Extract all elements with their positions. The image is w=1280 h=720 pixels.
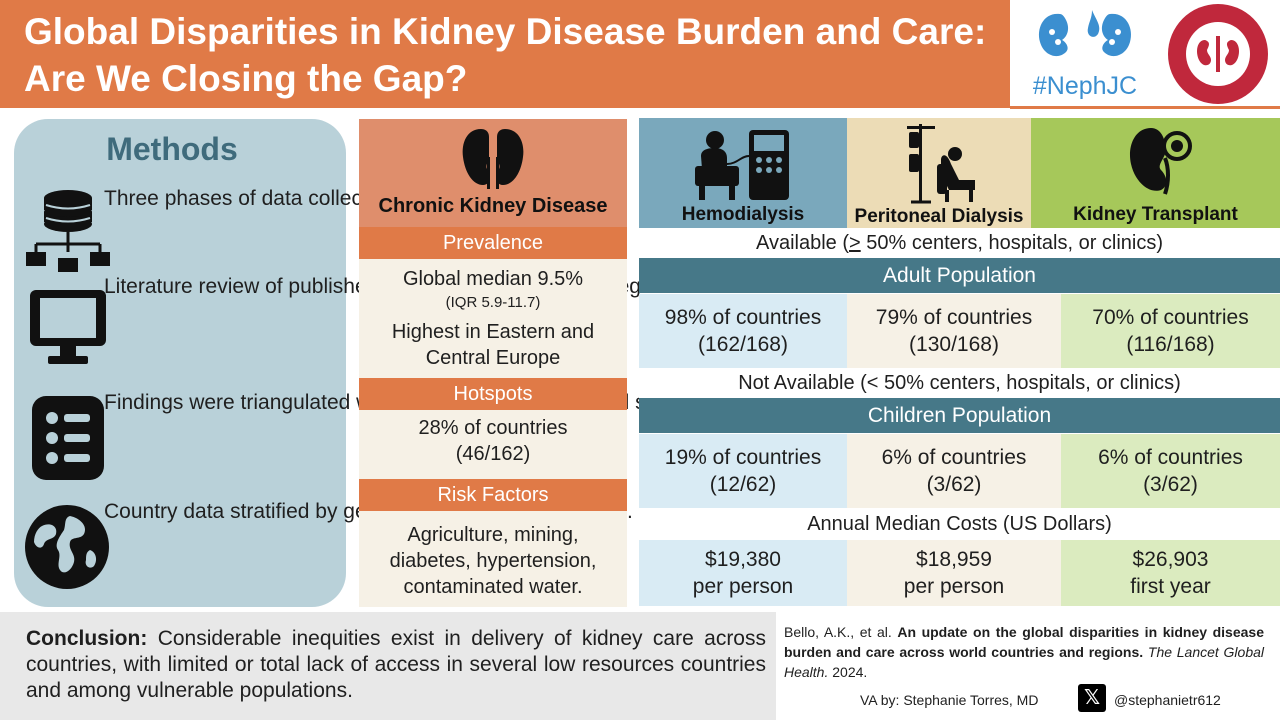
adult-cell-transplant: 70% of countries (116/168) — [1061, 294, 1280, 368]
children-cell-transplant: 6% of countries (3/62) — [1061, 434, 1280, 508]
adult-cell-peritoneal: 79% of countries (130/168) — [847, 294, 1061, 368]
risk-factors-label: Risk Factors — [359, 479, 627, 511]
adult-hd-line-1: 98% of countries — [664, 306, 822, 329]
page-title: Global Disparities in Kidney Disease Bur… — [24, 11, 987, 99]
costs-kt-line-1: $26,903 — [1132, 548, 1209, 571]
treatment-grid: Hemodialysis Peritoneal Dialysis — [639, 118, 1280, 606]
costs-pd-line-2: per person — [903, 575, 1005, 598]
costs-hd-line-2: per person — [692, 575, 794, 598]
x-logo-icon[interactable]: 𝕏 — [1078, 684, 1106, 712]
prevalence-label: Prevalence — [359, 227, 627, 259]
children-pd-line-2: (3/62) — [926, 473, 982, 496]
adult-kt-line-1: 70% of countries — [1092, 306, 1249, 329]
children-pd-line-1: 6% of countries — [881, 446, 1027, 469]
nephrology-education-collective-logo — [1165, 2, 1271, 106]
conclusion-text: Considerable inequities exist in deliver… — [26, 627, 766, 702]
adult-population-label: Adult Population — [639, 258, 1280, 293]
adult-pd-line-1: 79% of countries — [875, 306, 1033, 329]
prevalence-line-1: Global median 9.5% — [402, 268, 584, 290]
children-hd-line-2: (12/62) — [709, 473, 777, 496]
costs-label: Annual Median Costs (US Dollars) — [639, 508, 1280, 540]
header-divider — [1010, 106, 1280, 109]
costs-pd-line-1: $18,959 — [916, 548, 992, 571]
costs-cell-transplant: $26,903 first year — [1061, 540, 1280, 606]
globe-icon — [25, 505, 109, 589]
reference-journal: The Lancet Global Health. — [784, 644, 1265, 680]
hemodialysis-header: Hemodialysis — [639, 118, 847, 228]
hotspots-label: Hotspots — [359, 378, 627, 410]
conclusion-label: Conclusion: — [26, 627, 148, 650]
prevalence-iqr: (IQR 5.9-11.7) — [445, 294, 541, 311]
peritoneal-dialysis-chair-icon — [907, 124, 975, 204]
costs-cell-hemodialysis: $19,380 per person — [639, 540, 847, 606]
costs-kt-line-2: first year — [1130, 575, 1211, 598]
adult-hd-line-2: (162/168) — [698, 333, 788, 356]
ckd-column: Chronic Kidney Disease Prevalence Global… — [359, 119, 627, 607]
reference-title: An update on the global disparities in k… — [784, 624, 1264, 660]
kidney-transplant-header: Kidney Transplant — [1031, 118, 1280, 228]
conclusion: Conclusion: Considerable inequities exis… — [26, 626, 766, 704]
kidneys-icon — [462, 129, 524, 189]
children-cell-peritoneal: 6% of countries (3/62) — [847, 434, 1061, 508]
peritoneal-dialysis-header: Peritoneal Dialysis — [847, 118, 1031, 228]
available-label-pre: Available ( — [755, 232, 849, 254]
kidney-transplant-title: Kidney Transplant — [1073, 204, 1238, 225]
ckd-header: Chronic Kidney Disease — [359, 119, 627, 228]
hotspots-line-1: 28% of countries — [418, 417, 568, 439]
reference-authors: Bello, A.K., et al. — [784, 624, 898, 640]
kidney-transplant-icon — [1129, 128, 1192, 195]
reference-citation: Bello, A.K., et al. An update on the glo… — [784, 622, 1264, 682]
reference-year: 2024. — [828, 664, 868, 680]
available-label-post: 50% centers, hospitals, or clinics) — [860, 232, 1164, 254]
hemodialysis-machine-icon — [695, 130, 789, 200]
adult-cell-hemodialysis: 98% of countries (162/168) — [639, 294, 847, 368]
hemodialysis-title: Hemodialysis — [681, 204, 805, 225]
hotspots-line-2: (46/162) — [455, 443, 531, 465]
costs-hd-line-1: $19,380 — [705, 548, 781, 571]
prevalence-line-3: Highest in Eastern and — [391, 321, 595, 343]
database-network-icon — [26, 190, 110, 272]
risk-line-1: Agriculture, mining, — [407, 524, 579, 546]
children-kt-line-2: (3/62) — [1143, 473, 1198, 496]
prevalence-line-4: Central Europe — [425, 347, 561, 369]
methods-title: Methods — [106, 131, 238, 167]
available-row: Available (> 50% centers, hospitals, or … — [639, 228, 1280, 258]
va-credit: VA by: Stephanie Torres, MD — [860, 692, 1039, 708]
kidney-logo-icon — [1038, 10, 1132, 57]
checklist-icon — [32, 396, 104, 480]
costs-cell-peritoneal: $18,959 per person — [847, 540, 1061, 606]
peritoneal-dialysis-title: Peritoneal Dialysis — [854, 206, 1024, 227]
children-cell-hemodialysis: 19% of countries (12/62) — [639, 434, 847, 508]
risk-line-2: diabetes, hypertension, — [389, 550, 597, 572]
children-kt-line-1: 6% of countries — [1098, 446, 1243, 469]
nephjc-logo: #NephJC — [1022, 6, 1148, 104]
header-banner: Global Disparities in Kidney Disease Bur… — [0, 0, 1010, 108]
not-available-label: Not Available (< 50% centers, hospitals,… — [639, 368, 1280, 398]
nec-seal-icon — [1168, 4, 1268, 104]
risk-line-3: contaminated water. — [403, 576, 583, 598]
available-label-ge: > — [849, 232, 861, 254]
adult-pd-line-2: (130/168) — [909, 333, 999, 356]
reference-box — [776, 612, 1280, 720]
ckd-title: Chronic Kidney Disease — [378, 195, 608, 217]
author-handle[interactable]: @stephanietr612 — [1114, 692, 1221, 708]
children-hd-line-1: 19% of countries — [664, 446, 822, 469]
nephjc-hashtag: #NephJC — [1032, 72, 1138, 100]
children-population-label: Children Population — [639, 398, 1280, 433]
adult-kt-line-2: (116/168) — [1126, 333, 1215, 356]
monitor-icon — [30, 290, 106, 364]
